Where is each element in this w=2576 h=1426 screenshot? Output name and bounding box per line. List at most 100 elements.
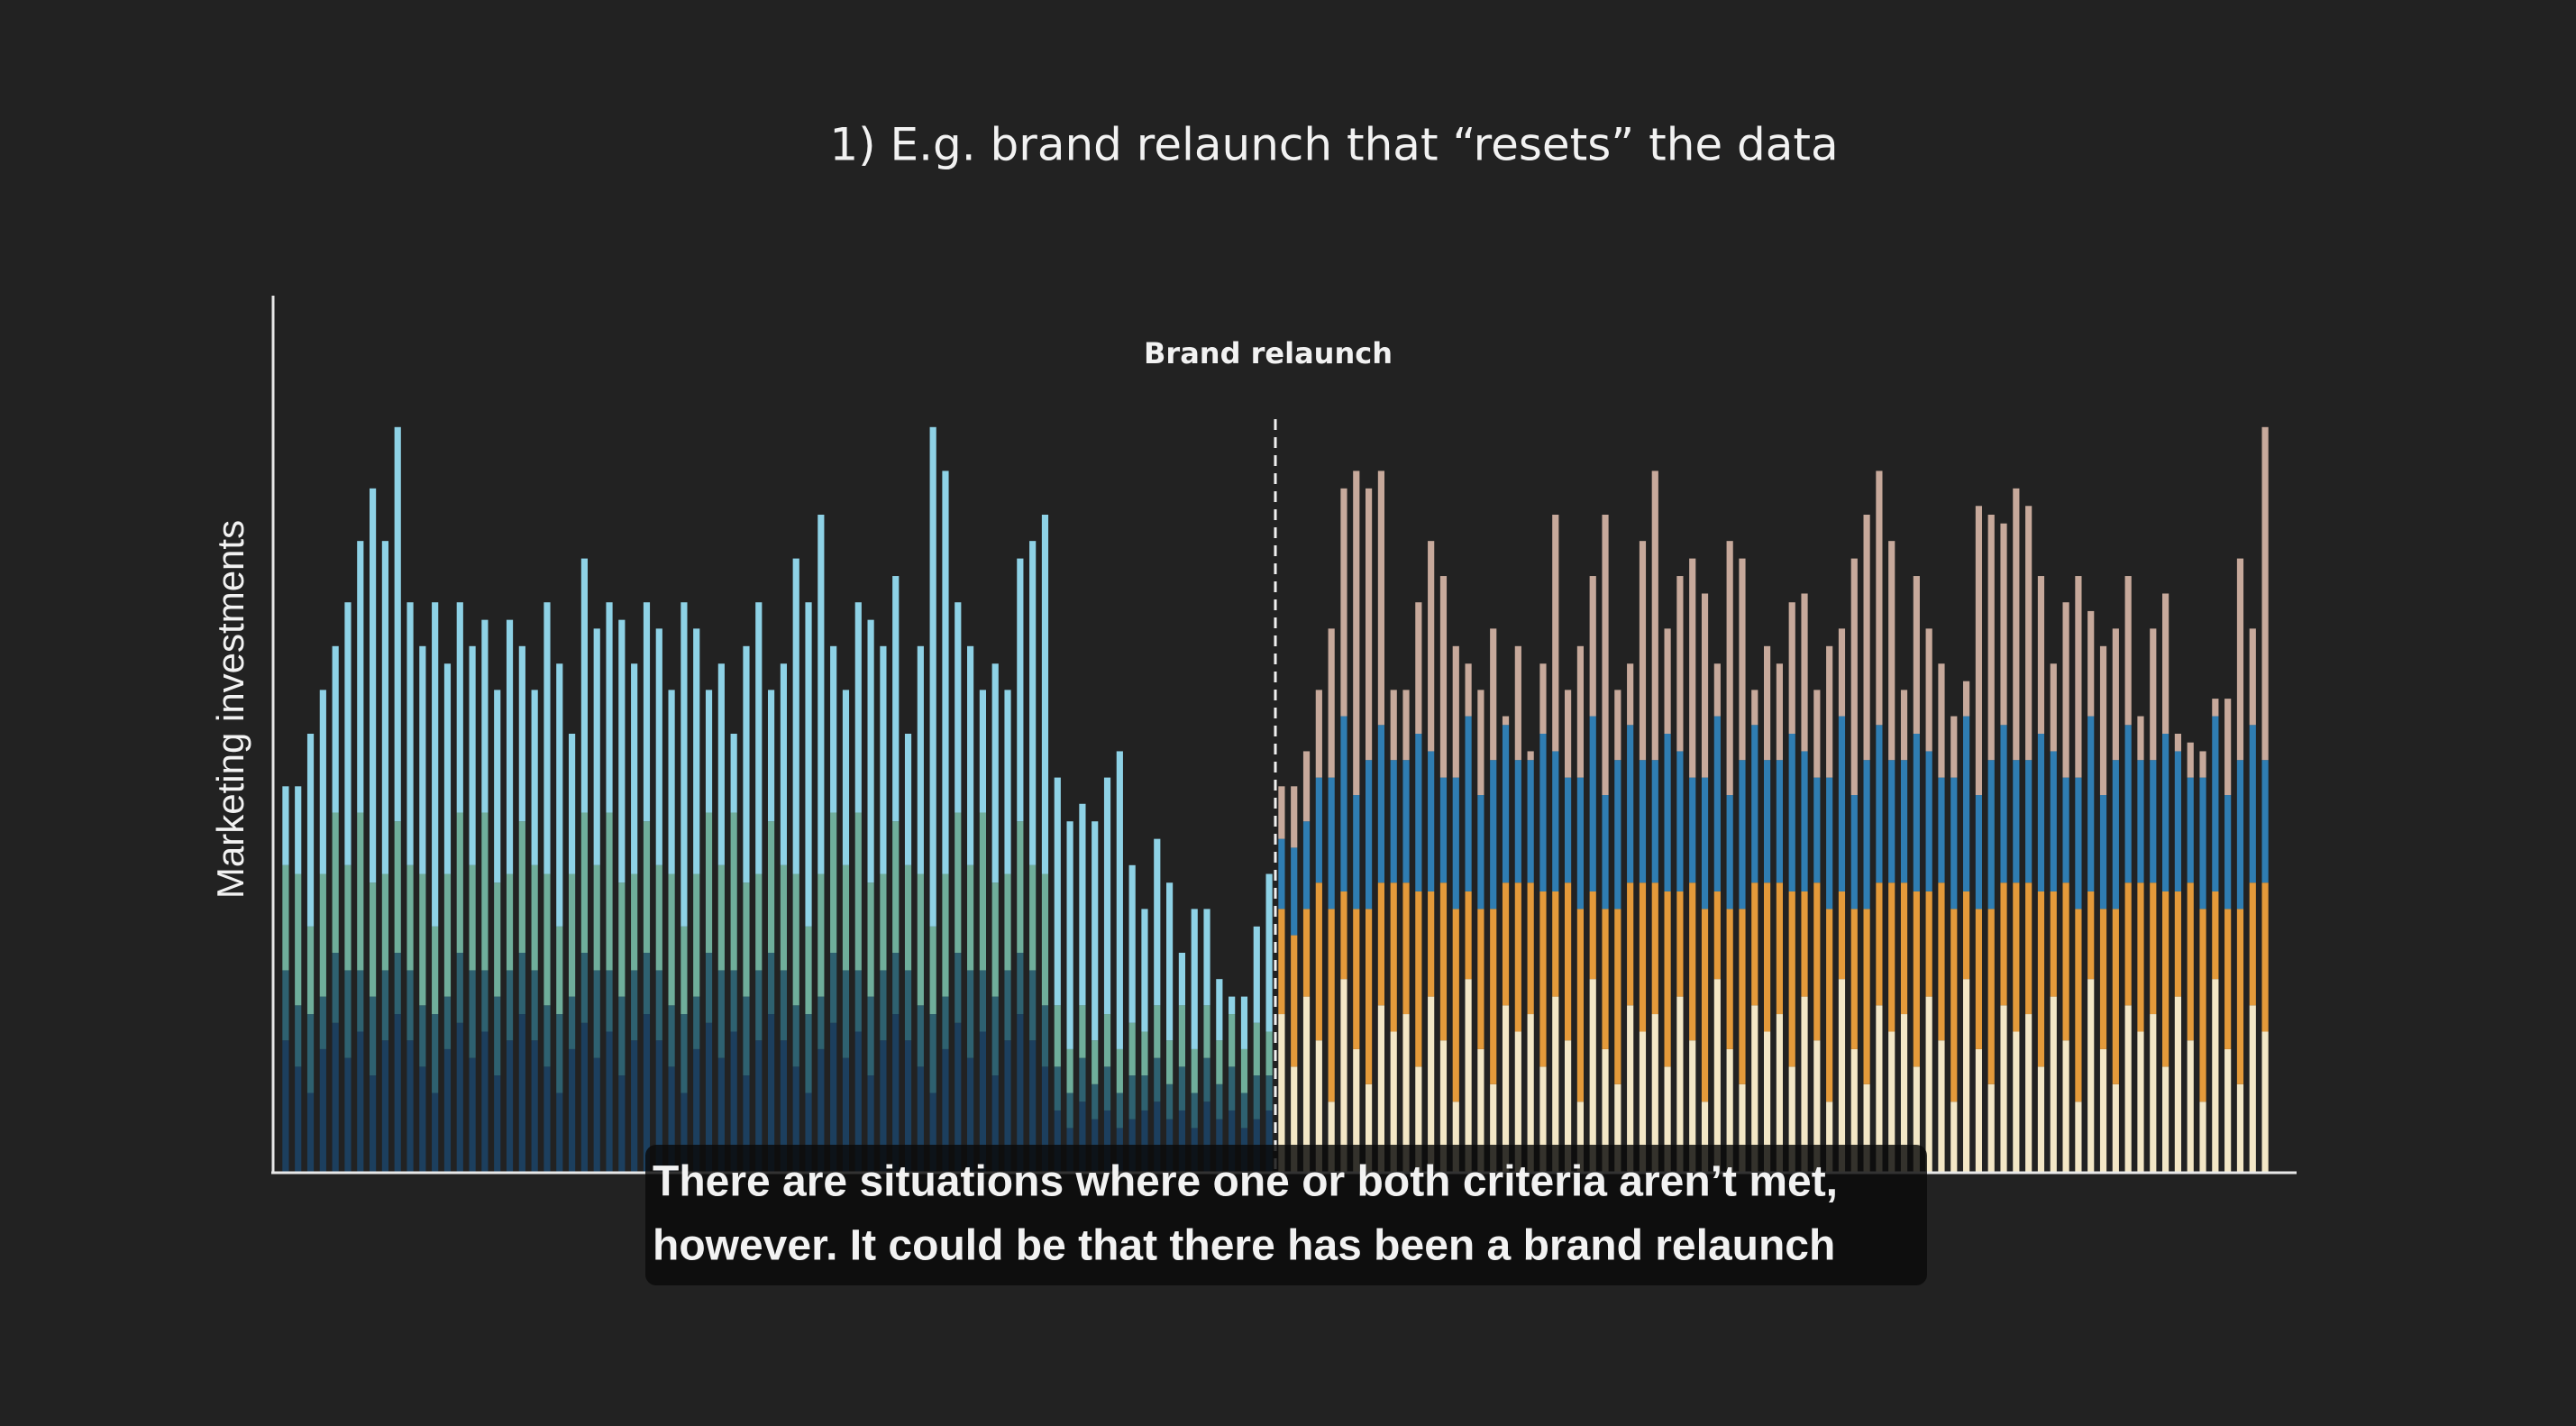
bar-segment [1302,751,1311,822]
bar-segment [406,970,414,1041]
bar-segment [2112,628,2119,761]
bar-segment [705,1022,713,1172]
bar-segment [456,1022,463,1172]
bar-segment [955,602,962,813]
bar-segment [1178,1110,1185,1172]
bar-segment [631,873,638,971]
bar-segment [2162,734,2170,891]
bar-segment [1664,734,1671,891]
bar-segment [1128,1022,1136,1076]
bar-segment [1154,1101,1161,1172]
bar-segment [1514,645,1521,761]
bar-segment [443,996,452,1049]
bar-segment [730,1031,737,1172]
bar-segment [1888,1031,1895,1172]
bar-segment [2249,882,2256,1006]
bar-segment [1128,864,1136,1023]
bar-segment [842,690,850,865]
bar-segment [1191,1048,1198,1093]
bar-segment [805,1014,812,1093]
bar-segment [1415,1066,1422,1172]
bar-segment [1589,979,1596,1172]
bar-segment [2062,777,2069,883]
bar-segment [481,1031,489,1172]
bar-segment [2037,576,2045,734]
bar-segment [1253,1075,1260,1120]
bar-segment [2062,882,2069,1041]
bar-segment [755,602,763,874]
bar-segment [1888,541,1895,761]
bar-segment [1041,1005,1049,1067]
bar-segment [1166,1040,1174,1084]
bar-segment [2150,882,2157,1015]
bar-segment [1240,996,1248,1049]
bar-segment [1502,882,1510,1006]
bar-segment [1141,1110,1148,1172]
bar-segment [1589,576,1596,717]
bar-segment [1166,882,1174,1041]
bar-segment [1465,663,1472,717]
bar-segment [967,1057,974,1172]
bar-segment [2236,1083,2244,1172]
bar-segment [1975,506,1982,796]
bar-segment [1963,979,1970,1172]
bar-segment [1377,725,1384,883]
bar-segment [1340,891,1347,980]
bar-segment [531,1040,538,1172]
bar-segment [2212,891,2219,980]
bar-segment [1776,663,1783,761]
bar-segment [1029,970,1037,1041]
bar-segment [2174,891,2181,997]
bar-segment [319,690,326,874]
bar-segment [295,1066,302,1172]
bar-segment [2261,426,2269,761]
bar-segment [1054,1066,1061,1111]
bar-segment [1092,821,1099,1041]
bar-segment [1664,1066,1671,1172]
bar-segment [2187,1040,2194,1172]
bar-segment [370,882,377,997]
bar-segment [743,1075,750,1172]
bar-segment [1141,1031,1148,1076]
bar-segment [2249,628,2256,726]
bar-segment [1315,777,1322,883]
bar-segment [1888,760,1895,883]
bar-segment [1739,1083,1746,1172]
bar-segment [1315,882,1322,1041]
bar-segment [1602,795,1609,910]
bar-segment [1925,891,1932,997]
bar-segment [892,821,900,953]
bar-segment [1477,795,1484,910]
bar-segment [1565,690,1572,778]
bar-segment [668,1066,675,1172]
bar-segment [1490,628,1497,761]
bar-segment [518,953,525,1015]
bar-segment [306,1014,315,1093]
bar-segment [1328,1101,1335,1172]
bar-segment [892,953,900,1015]
bar-segment [655,970,662,1041]
bar-segment [2224,1048,2232,1172]
bar-segment [580,1022,588,1172]
bar-segment [2075,576,2082,778]
bar-segment [344,864,352,971]
bar-segment [1576,909,1584,1102]
bar-segment [942,1048,949,1172]
bar-segment [1092,1040,1099,1084]
bar-segment [755,873,763,971]
bar-segment [1527,1014,1534,1172]
bar-segment [556,926,563,1015]
bar-segment [1552,996,1559,1172]
bar-segment [2124,725,2132,883]
bar-segment [1726,795,1733,910]
bar-segment [1004,1040,1011,1172]
bar-segment [2261,760,2269,883]
bar-segment [1229,996,1236,1015]
bar-segment [1452,909,1459,1102]
bar-segment [917,645,924,874]
bar-segment [1950,777,1958,910]
bar-segment [2187,882,2194,1041]
bar-segment [2236,909,2244,1084]
bar-segment [1639,1031,1647,1172]
bar-segment [381,1040,388,1172]
